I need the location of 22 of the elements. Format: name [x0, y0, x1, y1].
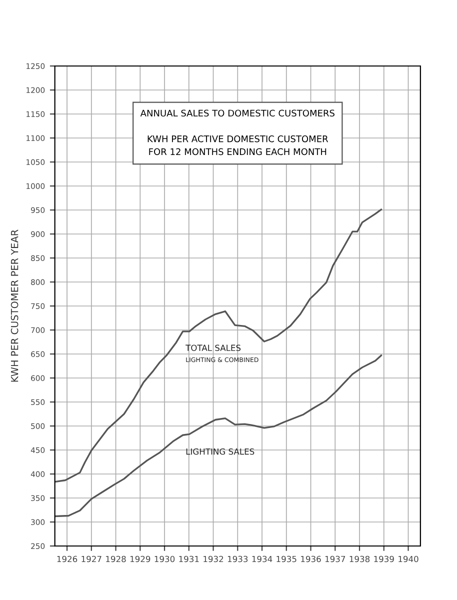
x-tick-label: 1931: [179, 556, 199, 562]
x-tick-label: 1934: [252, 556, 272, 562]
x-tick-label: 1940: [398, 556, 418, 562]
x-tick-label: 1929: [130, 556, 150, 562]
x-tick-label: 1939: [374, 556, 394, 562]
y-axis-title: KWH PER CUSTOMER PER YEAR: [10, 230, 18, 382]
x-tick-label: 1927: [82, 556, 102, 562]
x-tick-label: 1938: [350, 556, 370, 562]
x-tick-label: 1937: [325, 556, 346, 562]
x-tick-label: 1936: [301, 556, 321, 562]
x-tick-label: 1930: [154, 556, 175, 562]
text: KWH PER ACTIVE DOMESTIC CUSTOMER FOR 12 MONTHS ENDING EACH MONTH: [148, 135, 328, 156]
x-tick-label: 1926: [57, 556, 78, 562]
x-tick-label: 1935: [276, 556, 296, 562]
line-series: [54, 208, 382, 483]
x-tick-label: 1928: [106, 556, 126, 562]
text: ANNUAL SALES TO DOMESTIC CUSTOMERS: [140, 110, 334, 117]
x-tick-label: 1932: [204, 556, 224, 562]
series-label: LIGHTING SALES: [186, 448, 254, 455]
line-series: [54, 354, 382, 518]
series-label: TOTAL SALES: [186, 344, 241, 352]
x-tick-label: 1933: [228, 556, 248, 562]
